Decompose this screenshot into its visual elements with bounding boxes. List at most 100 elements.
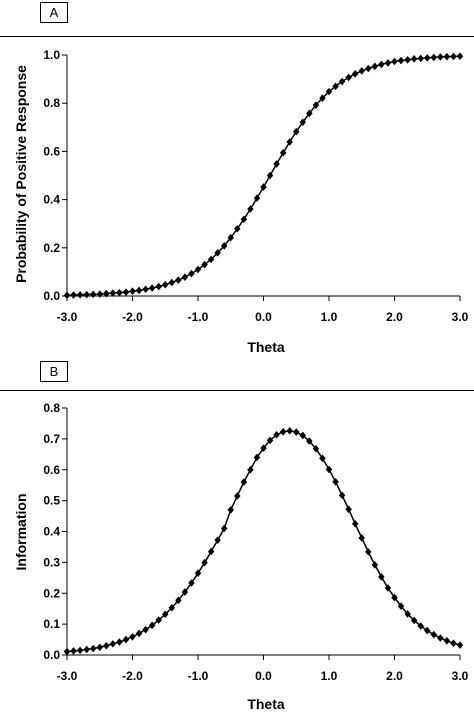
chart-a-data-point [286,138,293,146]
chart-b-data-point [273,431,280,439]
chart-a-data-point [83,290,90,299]
chart-a-data-point [293,127,300,136]
chart-b-data-point [410,616,418,625]
chart-b-data-point [299,431,307,440]
chart-b-data-point [312,444,320,453]
chart-a-data-point [227,233,234,242]
chart-b-x-tick-label: -1.0 [188,669,209,683]
chart-b-data-point [83,645,90,654]
chart-a-data-point [404,56,411,64]
chart-a-data-point [155,282,162,291]
chart-b: Information Theta 0.0 0.1 0.2 0.3 0.4 0.5 0.6 0… [13,401,469,712]
chart-b-y-tick-label: 0.0 [43,648,60,662]
chart-a-data-point [188,269,195,278]
chart-a-data-point [456,52,464,61]
chart-a-x-tick-label: -1.0 [188,310,209,324]
chart-a-data-point [345,73,352,82]
chart-a-data-point [430,53,438,62]
chart-b-y-tick-label: 0.3 [43,555,60,569]
chart-a-data-point [175,276,182,284]
chart-a-x-tick-label: -3.0 [57,310,78,324]
chart-b-data-point [260,444,267,452]
chart-a-data-point [443,52,451,61]
chart-a-data-point [89,290,97,299]
chart-b-data-point [175,596,182,605]
chart-b-data-point [279,427,287,436]
chart-a-data-point [103,289,110,298]
chart-a-data-point [424,54,431,62]
chart-b-data-point [89,644,97,653]
chart-b-data-point [234,492,241,500]
chart-a-data-point [240,215,248,224]
chart-a-data-point [358,67,365,75]
chart-b-data-point [253,453,261,462]
chart-b-data-point [378,573,385,581]
chart-b-data-point [122,635,130,644]
chart-b-data-point [404,610,411,618]
chart-b-x-tick-label: -2.0 [122,669,143,683]
chart-b-data-point [384,584,392,592]
chart-b-data-point [338,491,346,500]
chart-b-data-point [306,437,313,445]
chart-a-data-point [201,260,208,269]
chart-b-data-point [116,638,123,646]
chart-a-data-point [266,171,274,180]
chart-a-data-point [135,286,143,295]
chart-b-data-point [437,634,444,642]
chart-a-data-point [76,290,84,299]
chart-a-data-point [214,249,221,257]
chart-a-data-point [168,278,176,287]
chart-a-data-point [437,53,444,61]
chart-a-data-point [194,265,202,274]
chart-a-y-tick-label: 0.0 [43,289,60,303]
chart-b-data-point [201,558,208,567]
chart-a-xlabel: Theta [247,339,285,355]
panel-a-label: A [50,5,59,20]
chart-a-data-point [371,62,379,71]
chart-a-data-point [279,149,287,157]
chart-a-y-tick-label: 0.2 [43,241,60,255]
panel-b-label-box [40,361,68,382]
chart-b-xlabel: Theta [247,696,285,712]
chart-b-data-point [397,602,405,611]
chart-b-data-point [365,548,372,556]
chart-a-data-point [312,101,320,109]
chart-b-data-point [181,588,189,596]
chart-a-data-point [129,287,136,295]
chart-b-data-point [325,465,333,474]
chart-a-data-point [70,291,77,299]
chart-a-x-tick-label: 2.0 [386,310,403,324]
chart-a: Probability of Positive Response Theta 0… [13,48,469,355]
chart-a-data-point [234,224,241,233]
chart-b-data-point [214,536,221,544]
chart-b-y-tick-label: 0.8 [43,401,60,415]
chart-a-data-point [96,290,103,298]
chart-b-data-point [207,547,215,556]
chart-b-data-point [155,616,162,624]
chart-b-data-point [129,632,136,641]
chart-b-data-point [162,610,169,619]
chart-b-data-point [266,436,274,445]
chart-a-data-point [247,205,254,213]
chart-b-data-point [109,640,117,648]
chart-a-data-point [273,160,280,168]
chart-a-data-point [351,69,359,78]
panel-a-label-box [40,2,68,23]
chart-b-data-point [70,647,77,655]
chart-b-data-point [76,646,84,655]
panel-b-label: B [50,364,59,379]
chart-b-data-point [63,647,71,656]
chart-b-data-point [135,629,143,638]
chart-b-data-point [142,625,149,634]
chart-b-data-point [424,626,431,635]
chart-b-data-point [443,636,451,645]
chart-b-y-tick-label: 0.2 [43,586,60,600]
chart-a-x-tick-label: 3.0 [452,310,469,324]
chart-b-data-point [148,621,156,630]
chart-b-data-point [351,519,359,528]
chart-b-x-tick-label: 0.0 [255,669,272,683]
chart-b-data-point [286,427,293,435]
chart-a-y-tick-label: 0.8 [43,96,60,110]
chart-b-x-tick-label: -3.0 [57,669,78,683]
